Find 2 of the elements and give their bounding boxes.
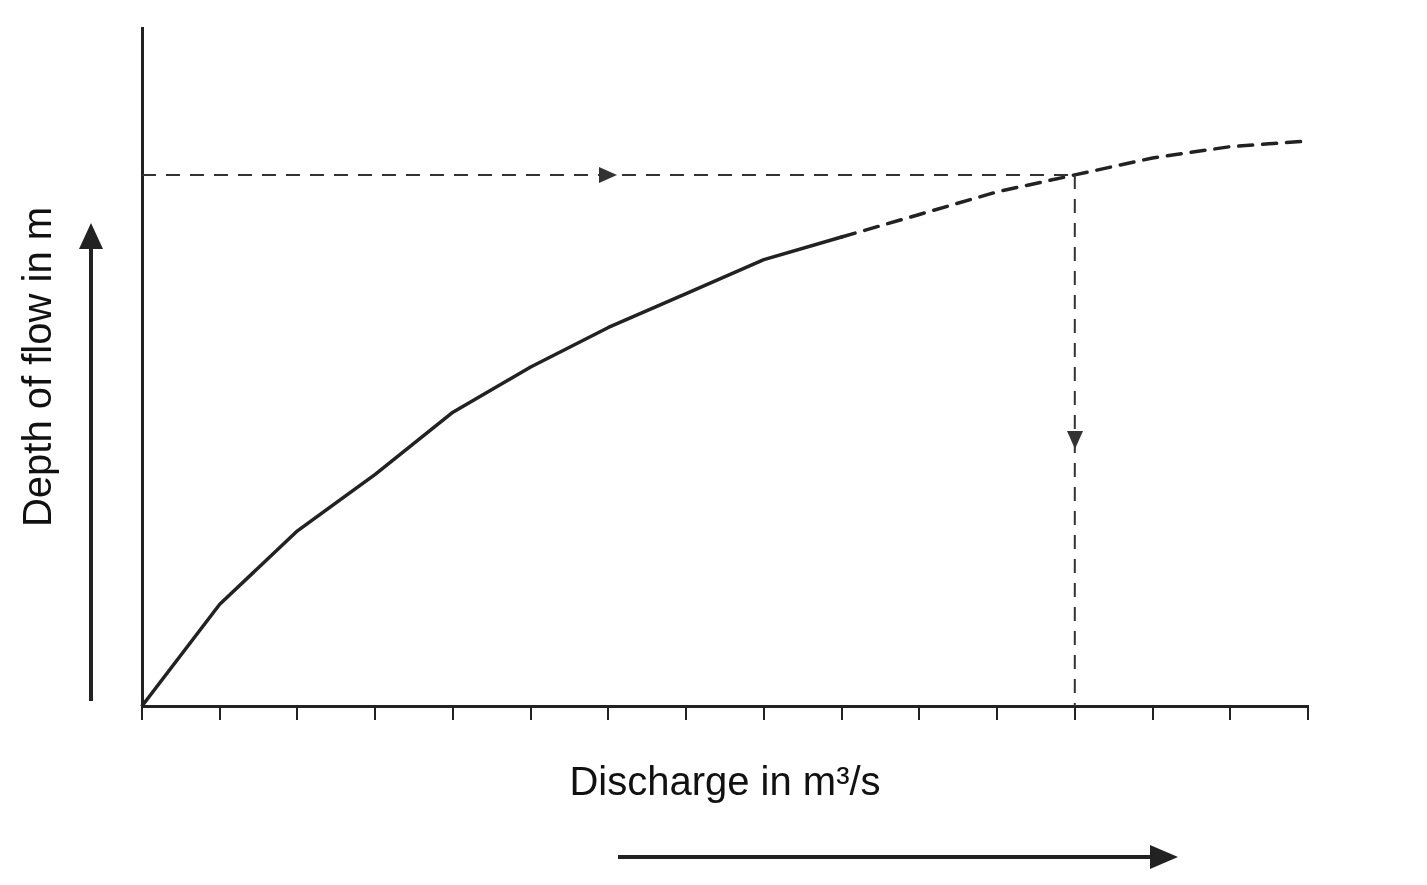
y-axis-title: Depth of flow in m xyxy=(15,206,60,528)
x-axis-title: Discharge in m³/s xyxy=(569,759,881,804)
